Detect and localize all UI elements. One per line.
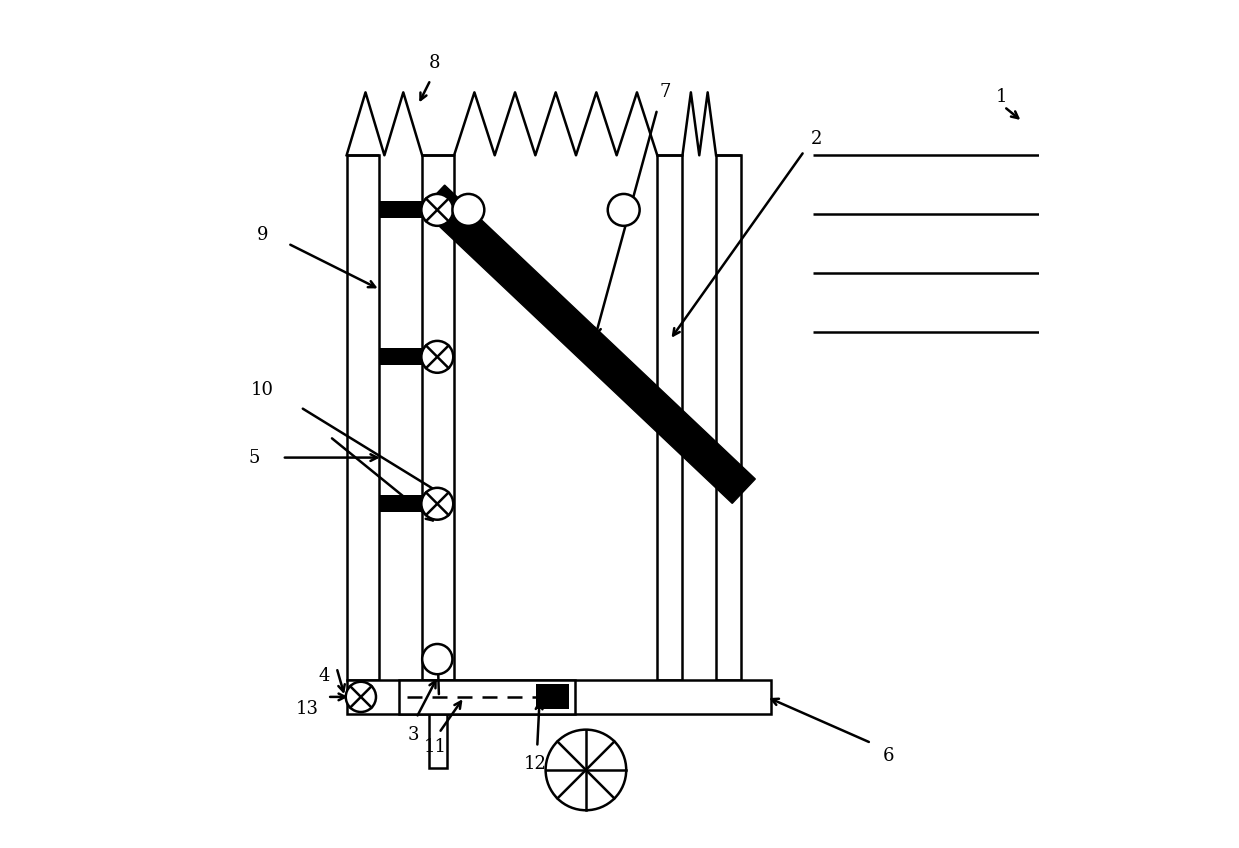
Text: 5: 5 bbox=[249, 449, 260, 466]
Text: 7: 7 bbox=[660, 83, 672, 101]
Circle shape bbox=[421, 341, 453, 373]
Circle shape bbox=[346, 682, 375, 712]
Circle shape bbox=[545, 729, 626, 810]
Bar bbox=[657, 155, 683, 680]
Bar bbox=[535, 684, 569, 710]
Bar bbox=[422, 155, 453, 680]
Circle shape bbox=[452, 194, 484, 226]
Bar bbox=[379, 495, 422, 512]
Text: 8: 8 bbox=[429, 54, 441, 72]
Text: 6: 6 bbox=[882, 747, 895, 765]
Circle shape bbox=[422, 644, 452, 674]
Bar bbox=[399, 680, 575, 714]
Circle shape bbox=[421, 488, 453, 520]
Circle shape bbox=[608, 194, 639, 226]
Bar bbox=[379, 202, 422, 218]
Text: 11: 11 bbox=[424, 739, 446, 756]
Text: 2: 2 bbox=[812, 130, 823, 148]
Text: 3: 3 bbox=[408, 726, 420, 744]
Text: 10: 10 bbox=[252, 382, 274, 399]
Text: 4: 4 bbox=[318, 667, 330, 685]
Text: 13: 13 bbox=[296, 700, 318, 718]
Text: 9: 9 bbox=[256, 226, 269, 244]
Polygon shape bbox=[421, 185, 756, 504]
Bar bbox=[716, 155, 741, 680]
Bar bbox=[347, 155, 379, 680]
Text: 1: 1 bbox=[996, 87, 1007, 105]
Bar bbox=[429, 714, 447, 768]
Text: 12: 12 bbox=[524, 755, 546, 773]
Bar bbox=[347, 680, 771, 714]
Circle shape bbox=[421, 194, 453, 226]
Bar bbox=[379, 349, 422, 365]
